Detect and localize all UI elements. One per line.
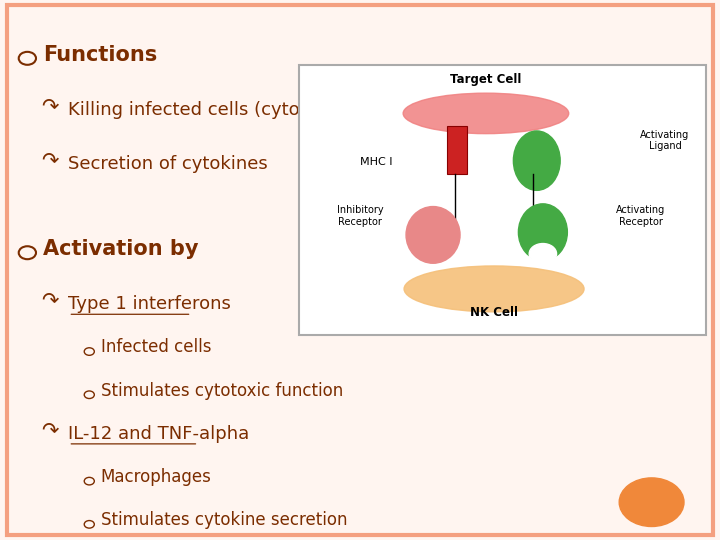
- Text: NK Cell: NK Cell: [470, 306, 518, 319]
- Ellipse shape: [529, 244, 557, 264]
- FancyBboxPatch shape: [447, 126, 467, 174]
- Text: Functions: Functions: [43, 45, 158, 65]
- Ellipse shape: [404, 266, 584, 312]
- Text: MHC I: MHC I: [360, 157, 392, 167]
- Ellipse shape: [513, 131, 560, 190]
- Ellipse shape: [518, 204, 567, 261]
- Text: Macrophages: Macrophages: [101, 468, 212, 486]
- Text: Stimulates cytotoxic function: Stimulates cytotoxic function: [101, 382, 343, 400]
- Circle shape: [619, 478, 684, 526]
- Ellipse shape: [403, 93, 569, 133]
- Text: Stimulates cytokine secretion: Stimulates cytokine secretion: [101, 511, 347, 529]
- Text: Target Cell: Target Cell: [450, 73, 521, 86]
- Ellipse shape: [406, 206, 460, 264]
- Text: IL-12 and TNF-alpha: IL-12 and TNF-alpha: [68, 425, 250, 443]
- FancyBboxPatch shape: [299, 65, 706, 335]
- Text: Killing infected cells (cytotoxic): Killing infected cells (cytotoxic): [68, 101, 350, 119]
- Text: ↷: ↷: [41, 291, 58, 310]
- Text: ↷: ↷: [41, 96, 58, 116]
- Text: Type 1 interferons: Type 1 interferons: [68, 295, 231, 313]
- Text: ↷: ↷: [41, 420, 58, 440]
- Text: Activating
Receptor: Activating Receptor: [616, 205, 665, 227]
- Text: Secretion of cytokines: Secretion of cytokines: [68, 155, 268, 173]
- Text: Activation by: Activation by: [43, 239, 199, 259]
- Text: Inhibitory
Receptor: Inhibitory Receptor: [336, 205, 383, 227]
- FancyBboxPatch shape: [7, 5, 713, 535]
- Text: ↷: ↷: [41, 150, 58, 170]
- Text: Activating
Ligand: Activating Ligand: [640, 130, 690, 151]
- Text: Infected cells: Infected cells: [101, 339, 211, 356]
